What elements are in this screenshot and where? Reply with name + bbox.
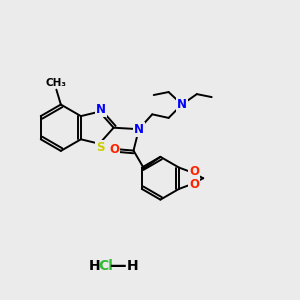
Text: Cl: Cl (98, 259, 113, 273)
Text: —: — (110, 257, 126, 275)
Text: CH₃: CH₃ (46, 78, 67, 88)
Text: H: H (88, 259, 100, 273)
Text: N: N (177, 98, 187, 111)
Text: O: O (189, 178, 199, 191)
Text: S: S (96, 141, 104, 154)
Text: N: N (134, 123, 144, 136)
Text: H: H (126, 259, 138, 273)
Text: O: O (109, 142, 119, 156)
Text: N: N (96, 103, 106, 116)
Text: O: O (189, 165, 199, 178)
